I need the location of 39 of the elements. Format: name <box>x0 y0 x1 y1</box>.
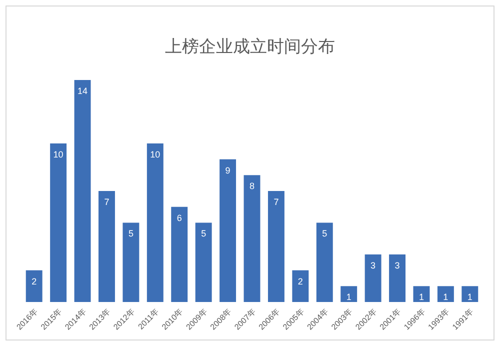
bar <box>437 286 454 302</box>
bar <box>364 254 382 302</box>
data-label: 5 <box>322 228 328 239</box>
bar <box>389 254 406 302</box>
data-label: 6 <box>176 212 182 223</box>
data-label: 5 <box>201 228 206 239</box>
bar <box>98 191 115 302</box>
bar <box>50 143 67 302</box>
data-label: 3 <box>394 260 400 270</box>
data-label: 2 <box>32 276 37 286</box>
bar <box>26 270 42 302</box>
data-label: 2 <box>298 276 303 286</box>
data-label: 1 <box>418 292 424 302</box>
data-label: 7 <box>104 197 110 207</box>
data-label: 9 <box>225 165 230 176</box>
bar <box>292 270 309 302</box>
bar <box>244 175 260 302</box>
bar <box>220 159 236 302</box>
data-label: 14 <box>78 86 88 96</box>
bar <box>268 191 284 302</box>
data-label: 7 <box>274 197 279 207</box>
data-label: 1 <box>467 292 472 302</box>
data-label: 3 <box>370 260 376 270</box>
data-label: 8 <box>249 181 255 192</box>
data-label: 1 <box>346 292 352 302</box>
data-label: 10 <box>53 149 64 160</box>
bar <box>340 286 358 302</box>
bar <box>171 206 188 302</box>
data-label: 10 <box>150 149 160 160</box>
data-label: 5 <box>128 228 134 239</box>
bar <box>74 80 91 302</box>
bar <box>195 222 212 302</box>
bar <box>122 222 140 302</box>
bar <box>316 222 333 302</box>
chart-title: 上榜企业成立时间分布 <box>165 37 335 56</box>
data-label: 1 <box>443 292 448 302</box>
bar <box>462 286 478 302</box>
bar <box>146 143 164 302</box>
bar <box>413 286 430 302</box>
